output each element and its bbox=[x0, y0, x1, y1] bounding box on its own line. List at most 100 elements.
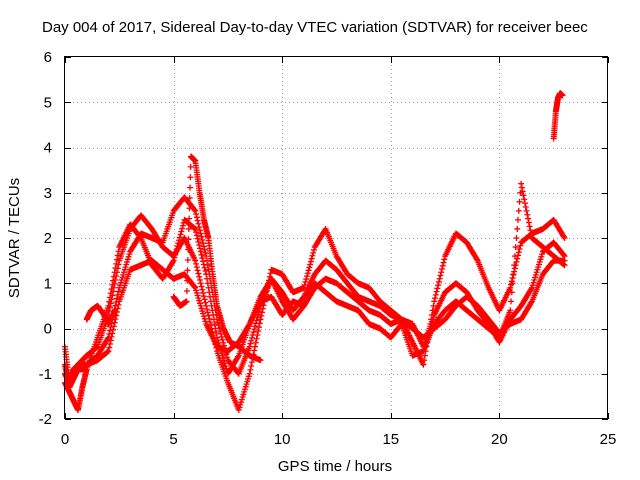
data-point bbox=[185, 236, 192, 243]
y-tick-labels: -2 -1 0 1 2 3 4 5 6 bbox=[39, 49, 52, 428]
data-point bbox=[434, 285, 441, 292]
data-point bbox=[192, 207, 199, 214]
data-point bbox=[200, 258, 207, 265]
data-point bbox=[255, 328, 262, 335]
data-point bbox=[196, 245, 203, 252]
data-point bbox=[202, 267, 209, 274]
data-point bbox=[205, 284, 212, 291]
data-point bbox=[521, 196, 528, 203]
data-point bbox=[514, 225, 521, 232]
data-point bbox=[258, 312, 265, 319]
data-point bbox=[250, 329, 257, 336]
data-point bbox=[195, 220, 202, 227]
data-point bbox=[252, 343, 259, 350]
data-point bbox=[212, 325, 219, 332]
data-point bbox=[510, 271, 517, 278]
x-tick-label: 20 bbox=[491, 431, 508, 448]
data-point bbox=[207, 322, 214, 329]
data-point bbox=[515, 249, 522, 256]
data-point bbox=[200, 261, 207, 268]
data-point bbox=[251, 347, 258, 354]
data-point bbox=[203, 275, 210, 282]
data-point bbox=[209, 328, 216, 335]
data-point bbox=[207, 293, 214, 300]
data-point bbox=[173, 245, 180, 252]
data-point bbox=[195, 238, 202, 245]
data-point bbox=[210, 316, 217, 323]
data-point bbox=[197, 230, 204, 237]
data-point bbox=[302, 278, 309, 285]
x-axis-label: GPS time / hours bbox=[278, 458, 392, 475]
data-point bbox=[105, 348, 112, 355]
data-point bbox=[304, 273, 311, 280]
data-point bbox=[197, 248, 204, 255]
data-point bbox=[260, 302, 267, 309]
data-point bbox=[248, 359, 255, 366]
data-point bbox=[420, 361, 427, 368]
y-tick-label: 1 bbox=[44, 275, 52, 292]
data-point bbox=[201, 246, 208, 253]
data-point bbox=[204, 309, 211, 316]
data-point bbox=[525, 219, 532, 226]
data-point bbox=[110, 273, 117, 280]
data-point bbox=[191, 206, 198, 213]
data-point bbox=[259, 309, 266, 316]
data-point bbox=[187, 163, 194, 170]
series-trace-f bbox=[83, 302, 118, 327]
data-point bbox=[515, 216, 522, 223]
data-point bbox=[518, 184, 525, 191]
data-point bbox=[196, 224, 203, 231]
data-point bbox=[105, 334, 112, 341]
data-point bbox=[309, 252, 316, 259]
data-point bbox=[257, 357, 264, 364]
data-point bbox=[113, 260, 120, 267]
data-point bbox=[234, 353, 241, 360]
data-point bbox=[176, 237, 183, 244]
data-point bbox=[191, 283, 198, 290]
plot-frame bbox=[64, 56, 608, 419]
data-point bbox=[186, 205, 193, 212]
data-point bbox=[193, 211, 200, 218]
data-point bbox=[261, 298, 268, 305]
y-tick-label: 2 bbox=[44, 230, 52, 247]
data-point bbox=[106, 298, 113, 305]
data-point bbox=[251, 326, 258, 333]
data-point bbox=[519, 188, 526, 195]
data-point bbox=[114, 291, 121, 298]
data-point bbox=[184, 267, 191, 274]
data-point bbox=[516, 198, 523, 205]
data-point bbox=[246, 343, 253, 350]
data-point bbox=[184, 256, 191, 263]
data-point bbox=[194, 217, 201, 224]
data-point bbox=[200, 240, 207, 247]
data-point bbox=[528, 286, 535, 293]
data-point bbox=[178, 228, 185, 235]
data-point bbox=[171, 254, 178, 261]
data-point bbox=[200, 289, 207, 296]
x-tick-label: 25 bbox=[600, 431, 617, 448]
data-point bbox=[201, 264, 208, 271]
data-point bbox=[524, 211, 531, 218]
data-point bbox=[528, 231, 535, 238]
data-point bbox=[169, 258, 176, 265]
data-point bbox=[187, 184, 194, 191]
data-point bbox=[308, 255, 315, 262]
data-point bbox=[310, 249, 317, 256]
data-point bbox=[209, 307, 216, 314]
data-point bbox=[522, 203, 529, 210]
data-point bbox=[104, 335, 111, 342]
data-point bbox=[253, 317, 260, 324]
data-point bbox=[516, 245, 523, 252]
x-tick-label: 5 bbox=[169, 431, 177, 448]
data-point bbox=[115, 248, 122, 255]
data-point bbox=[248, 334, 255, 341]
y-tick-label: 6 bbox=[44, 49, 52, 66]
data-point bbox=[421, 352, 428, 359]
series-trace-g bbox=[550, 90, 566, 142]
data-point bbox=[438, 269, 445, 276]
data-point bbox=[511, 262, 518, 269]
y-tick-label: 5 bbox=[44, 94, 52, 111]
data-point bbox=[307, 261, 314, 268]
data-point bbox=[561, 235, 568, 241]
x-tick-label: 15 bbox=[382, 431, 399, 448]
